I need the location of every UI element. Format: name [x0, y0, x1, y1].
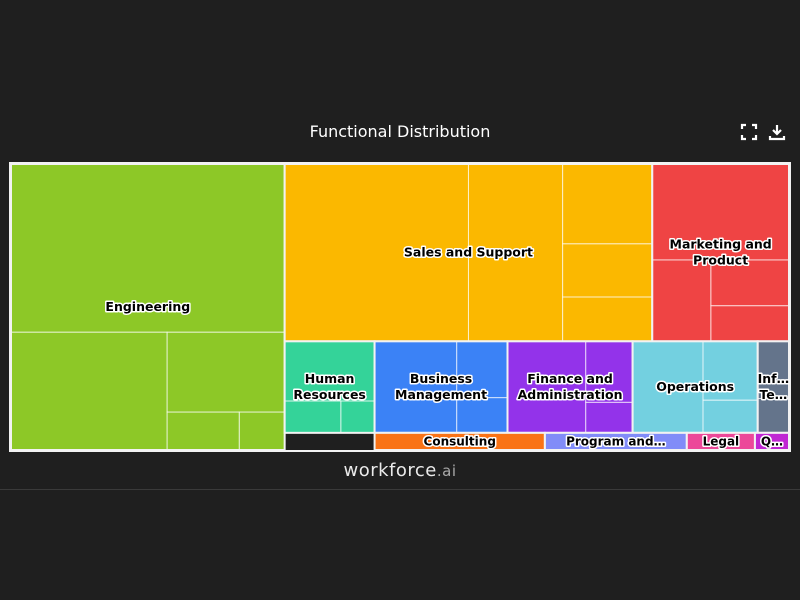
information-technology-group: Inf… Te… — [756, 340, 791, 434]
quality-assurance-group: Q… — [753, 431, 790, 451]
quality-assurance-cell-border — [753, 431, 790, 451]
sales-and-support-label: Sales and Support — [404, 245, 533, 260]
operations-cell — [632, 341, 758, 433]
program-and-project-management-label: Program and… — [566, 434, 665, 448]
marketing-and-product-group: Marketing and Product — [651, 163, 790, 343]
operations-group: Operations — [631, 340, 759, 434]
brand-name: workforce — [343, 460, 437, 481]
quality-assurance-cell — [754, 432, 789, 450]
engineering-label: Engineering — [105, 299, 190, 314]
marketing-and-product-cell — [652, 164, 789, 342]
fullscreen-icon — [740, 123, 758, 141]
information-technology-label: Inf… Te… — [758, 371, 790, 402]
legal-label: Legal — [703, 434, 740, 448]
download-icon — [768, 125, 786, 141]
treemap-chart: Engineering Sales and Support Marketing an… — [9, 162, 791, 452]
finance-and-administration-group: Finance and Administration — [506, 340, 634, 434]
consulting-group: Consulting — [373, 431, 546, 451]
operations-label: Operations — [656, 379, 734, 394]
fullscreen-button[interactable] — [739, 122, 759, 142]
information-technology-cell — [757, 341, 789, 433]
business-management-group: Business Management — [373, 340, 509, 434]
brand-suffix: .ai — [436, 462, 457, 480]
business-management-cell — [374, 341, 508, 433]
legal-group: Legal — [685, 431, 756, 451]
consulting-label: Consulting — [424, 434, 496, 448]
legal-cell — [686, 432, 755, 450]
engineering-cell — [11, 164, 285, 450]
chart-title: Functional Distribution — [309, 122, 491, 141]
program-and-project-management-cell — [544, 432, 687, 450]
download-button[interactable] — [767, 122, 787, 142]
business-management-label: Business Management — [395, 371, 487, 402]
program-and-project-management-group: Program and… — [543, 431, 688, 451]
human-resources-cell — [284, 341, 375, 433]
engineering-group: Engineering — [10, 163, 286, 451]
brand-logo: workforce.ai — [0, 460, 800, 481]
consulting-cell — [374, 432, 545, 450]
finance-and-administration-label: Finance and Administration — [518, 371, 623, 402]
human-resources-group: Human Resources — [283, 340, 376, 434]
finance-and-administration-cell — [507, 341, 633, 433]
marketing-and-product-label: Marketing and Product — [670, 237, 772, 268]
chart-card: Functional Distribution Engineering Sales… — [0, 122, 800, 490]
sales-and-support-group: Sales and Support — [283, 163, 654, 343]
human-resources-label: Human Resources — [293, 371, 366, 402]
quality-assurance-label: Q… — [761, 434, 783, 448]
